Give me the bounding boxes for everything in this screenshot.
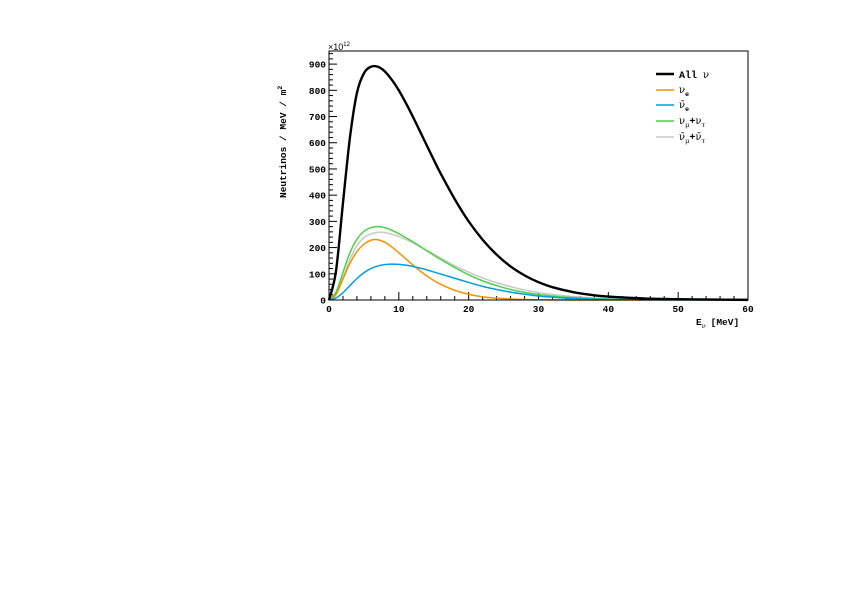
y-tick-label: 900 [309, 60, 326, 71]
y-tick-label: 100 [309, 269, 326, 280]
series-nu-e [328, 238, 748, 301]
x-tick-label: 60 [742, 304, 754, 315]
y-tick-label: 800 [309, 86, 326, 97]
legend-label-anumu-anutau: ν̄μ+ν̄τ [679, 132, 705, 145]
legend-label-numu-nutau: νμ+ντ [679, 116, 705, 129]
y-tick-label: 0 [320, 296, 326, 307]
y-tick-label: 700 [309, 112, 326, 123]
tick-labels: 0 10 20 30 40 50 60010020030040050060070080090… [309, 60, 754, 315]
x-tick-label: 20 [463, 304, 475, 315]
series-all-nu [327, 64, 749, 302]
x-tick-label: 0 [326, 304, 332, 315]
series-antinu-mu-tau [328, 231, 749, 301]
y-tick-label: 300 [309, 217, 326, 228]
legend-label-all: All ν [679, 70, 709, 82]
y-tick-label: 400 [309, 191, 326, 202]
x-axis-title: Eν [MeV] [696, 317, 739, 330]
y-tick-label: 600 [309, 138, 326, 149]
x-tick-label: 50 [672, 304, 684, 315]
y-tick-label: 200 [309, 243, 326, 254]
legend-label-nue: νe [679, 85, 689, 98]
plot-frame [328, 50, 749, 301]
x-tick-label: 10 [393, 304, 405, 315]
legend: All ν νe ν̄e νμ+ντ ν̄μ+ν̄τ [656, 70, 709, 145]
series-antinu-e [328, 263, 748, 301]
y-multiplier: ×1012 [328, 42, 351, 52]
series-nu-mu-tau [328, 225, 749, 301]
y-tick-label: 500 [309, 164, 326, 175]
x-tick-label: 30 [533, 304, 545, 315]
x-tick-label: 40 [603, 304, 615, 315]
series-curves [327, 64, 749, 302]
legend-label-anue: ν̄e [679, 100, 689, 113]
y-axis-title: Neutrinos / MeV / m2 [277, 86, 289, 198]
